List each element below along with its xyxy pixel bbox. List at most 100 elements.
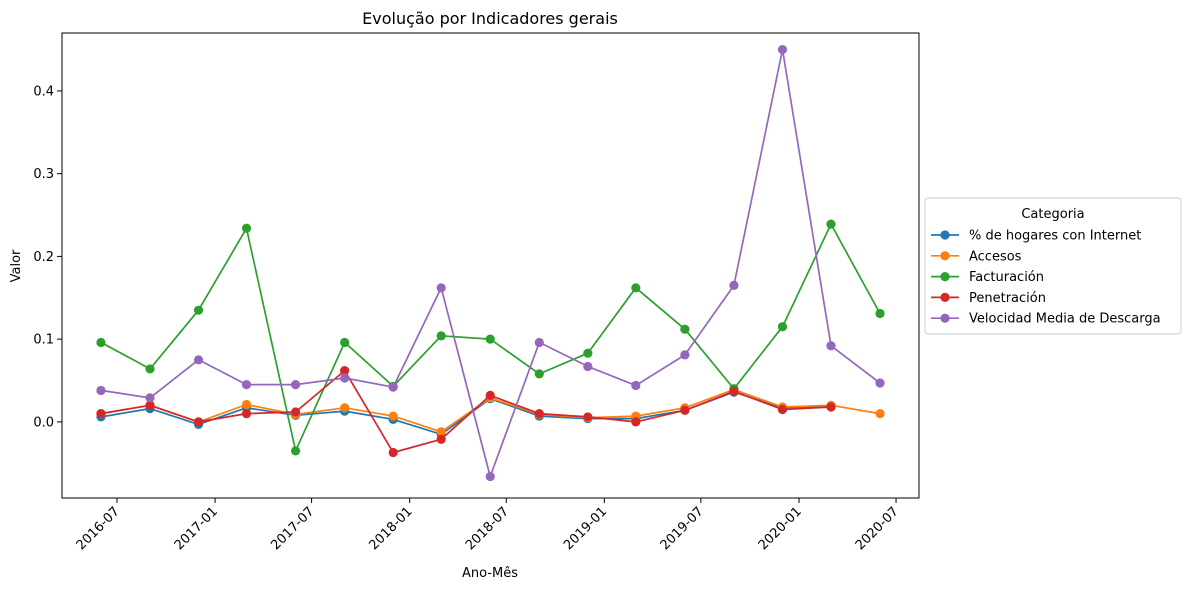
y-tick-label: 0.3	[33, 167, 54, 182]
legend-title: Categoria	[1021, 207, 1084, 222]
legend-label: Penetración	[969, 291, 1046, 306]
data-point	[241, 399, 252, 410]
data-point	[241, 223, 252, 233]
data-point	[96, 385, 106, 396]
legend-swatch-marker	[940, 251, 950, 261]
data-point	[680, 350, 690, 360]
data-point	[340, 365, 350, 376]
plot-area	[61, 32, 920, 499]
x-tick-label: 2017-01	[172, 504, 221, 553]
x-tick-label: 2019-07	[658, 504, 707, 553]
data-point	[826, 402, 836, 412]
data-point	[340, 403, 350, 413]
x-tick-label: 2016-07	[74, 504, 123, 553]
series-line	[100, 369, 832, 454]
legend-label: Facturación	[969, 270, 1044, 285]
data-point	[436, 331, 446, 341]
data-point	[436, 427, 446, 437]
data-point	[680, 324, 690, 334]
y-tick-label: 0.0	[33, 415, 54, 430]
legend-swatch-marker	[940, 313, 950, 323]
data-point	[729, 386, 739, 396]
data-point	[631, 283, 641, 293]
series-layer	[96, 44, 885, 482]
data-point	[193, 417, 204, 427]
data-point	[777, 322, 788, 332]
y-tick-label: 0.2	[33, 250, 54, 265]
legend-label: Velocidad Media de Descarga	[969, 312, 1161, 327]
data-point	[583, 412, 593, 422]
x-tick-label: 2019-01	[561, 504, 610, 553]
legend-label: % de hogares con Internet	[969, 229, 1141, 244]
data-point	[145, 393, 155, 403]
y-tick-label: 0.1	[33, 333, 54, 348]
data-point	[241, 409, 252, 419]
y-axis: 0.0 0.1 0.2 0.3 0.4	[33, 84, 62, 430]
data-point	[145, 400, 155, 410]
legend-swatch-marker	[940, 230, 950, 240]
series-4	[96, 44, 885, 482]
legend-item: Accesos	[931, 249, 1022, 264]
data-point	[729, 280, 739, 290]
data-point	[340, 337, 350, 348]
data-point	[485, 334, 495, 344]
data-point	[777, 404, 788, 415]
legend-swatch-marker	[940, 292, 950, 302]
data-point	[388, 382, 398, 392]
series-line	[100, 48, 881, 478]
data-point	[241, 380, 252, 390]
legend-item: % de hogares con Internet	[931, 229, 1141, 244]
data-point	[388, 411, 398, 421]
data-point	[534, 409, 544, 419]
series-2	[96, 219, 885, 456]
data-point	[875, 378, 885, 388]
data-point	[485, 471, 495, 482]
data-point	[680, 405, 690, 415]
data-point	[96, 337, 106, 348]
legend-items: % de hogares con Internet Accesos Facturac…	[931, 229, 1161, 327]
data-point	[388, 447, 398, 458]
x-tick-label: 2018-07	[463, 504, 512, 553]
data-point	[826, 341, 836, 351]
data-point	[875, 409, 885, 419]
data-point	[193, 355, 204, 365]
x-axis: 2016-07 2017-01 2017-07 2018-01 2018-07 2019-…	[74, 498, 902, 553]
legend: Categoria % de hogares con Internet Acces…	[924, 197, 1182, 335]
data-point	[826, 219, 836, 229]
x-tick-label: 2017-07	[268, 504, 317, 553]
data-point	[290, 407, 301, 417]
x-tick-label: 2018-01	[367, 504, 416, 553]
legend-label: Accesos	[969, 249, 1022, 264]
data-point	[436, 283, 446, 293]
data-point	[436, 434, 446, 444]
x-axis-label: Ano-Mês	[462, 566, 518, 581]
legend-item: Penetración	[931, 291, 1046, 306]
data-point	[145, 364, 155, 374]
data-point	[875, 308, 885, 319]
series-line	[100, 391, 832, 436]
data-point	[290, 380, 301, 390]
x-tick-label: 2020-07	[853, 504, 902, 553]
data-point	[340, 373, 350, 383]
data-point	[534, 369, 544, 379]
data-point	[96, 409, 106, 419]
data-point	[631, 380, 641, 391]
chart-title: Evolução por Indicadores gerais	[362, 9, 618, 28]
data-point	[534, 337, 544, 348]
data-point	[193, 305, 204, 315]
y-tick-label: 0.4	[33, 84, 54, 99]
data-point	[485, 390, 495, 401]
data-point	[631, 417, 641, 427]
x-tick-label: 2020-01	[756, 504, 805, 553]
legend-item: Velocidad Media de Descarga	[931, 312, 1161, 327]
data-point	[290, 446, 301, 456]
y-axis-label: Valor	[9, 249, 24, 282]
legend-item: Facturación	[931, 270, 1044, 285]
data-point	[583, 361, 593, 372]
data-point	[777, 44, 788, 55]
legend-swatch-marker	[940, 272, 950, 282]
series-3	[96, 365, 836, 458]
data-point	[583, 348, 593, 358]
legend-frame	[924, 197, 1182, 335]
